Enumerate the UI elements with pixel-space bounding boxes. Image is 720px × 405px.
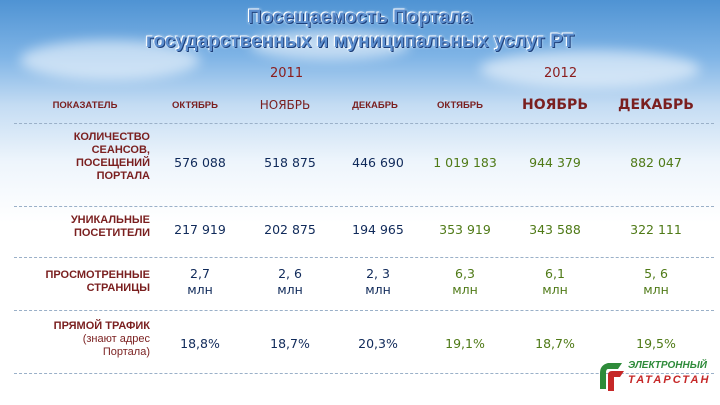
table-cell: 1 019 183 <box>433 155 497 170</box>
table-cell: 446 690 <box>352 155 404 170</box>
row-label-line: СЕАНСОВ, <box>91 144 150 156</box>
header-month-nov-2012: НОЯБРЬ <box>521 97 588 113</box>
row-separator <box>14 123 714 124</box>
row-label-unique-visitors: УНИКАЛЬНЫЕ ПОСЕТИТЕЛИ <box>30 214 150 240</box>
table-cell: 19,5% <box>636 336 676 351</box>
year-2012: 2012 <box>544 66 578 81</box>
table-cell: 5, 6 млн <box>616 266 696 298</box>
row-label-sessions: КОЛИЧЕСТВО СЕАНСОВ, ПОСЕЩЕНИЙ ПОРТАЛА <box>30 131 150 183</box>
table-cell: 19,1% <box>445 336 485 351</box>
header-month-dec-2012: ДЕКАБРЬ <box>618 97 694 113</box>
row-label-line: ПОСЕЩЕНИЙ <box>75 157 150 169</box>
header-month-oct-2011: ОКТЯБРЬ <box>172 99 218 111</box>
table-cell: 6,3 млн <box>420 266 510 298</box>
cell-unit: млн <box>542 282 568 297</box>
title-line-2: государственных и муниципальных услуг РТ <box>145 31 575 52</box>
header-month-dec-2011: ДЕКАБРЬ <box>352 99 398 111</box>
cloud-decoration <box>20 40 200 80</box>
cell-value: 2,7 <box>190 266 210 281</box>
table-cell: 2, 6 млн <box>250 266 330 298</box>
table-cell: 18,8% <box>180 336 220 351</box>
table-cell: 6,1 млн <box>515 266 595 298</box>
row-label-line: СТРАНИЦЫ <box>86 282 150 294</box>
row-label-line: УНИКАЛЬНЫЕ <box>70 214 150 226</box>
row-label-line: ПОРТАЛА <box>96 170 150 182</box>
row-label-line: ПОСЕТИТЕЛИ <box>73 227 150 239</box>
table-cell: 322 111 <box>630 222 682 237</box>
electronic-tatarstan-logo: ЭЛЕКТРОННЫЙ ТАТАРСТАН <box>596 357 716 397</box>
row-separator <box>14 373 714 374</box>
row-label-line: ПРЯМОЙ ТРАФИК <box>53 320 150 332</box>
row-label-line: (знают адрес <box>82 333 150 345</box>
table-cell: 18,7% <box>270 336 310 351</box>
cell-value: 2, 3 <box>366 266 390 281</box>
table-cell: 343 588 <box>529 222 581 237</box>
logo-text-line2: ТАТАРСТАН <box>628 374 711 386</box>
header-month-oct-2012: ОКТЯБРЬ <box>437 99 483 111</box>
cell-value: 5, 6 <box>644 266 668 281</box>
cell-value: 6,1 <box>545 266 565 281</box>
table-cell: 2, 3 млн <box>338 266 418 298</box>
table-cell: 217 919 <box>174 222 226 237</box>
cell-unit: млн <box>365 282 391 297</box>
year-2011: 2011 <box>270 66 304 81</box>
row-label-line: Портала) <box>102 346 150 358</box>
table-cell: 576 088 <box>174 155 226 170</box>
row-separator <box>14 310 714 311</box>
cell-unit: млн <box>277 282 303 297</box>
table-cell: 18,7% <box>535 336 575 351</box>
title-line-1: Посещаемость Портала <box>247 7 473 28</box>
row-label-page-views: ПРОСМОТРЕННЫЕ СТРАНИЦЫ <box>30 269 150 295</box>
table-cell: 353 919 <box>439 222 491 237</box>
cloud-decoration <box>250 30 410 60</box>
cloud-decoration <box>480 50 700 88</box>
cell-value: 6,3 <box>455 266 475 281</box>
cell-unit: млн <box>452 282 478 297</box>
row-label-direct-traffic: ПРЯМОЙ ТРАФИК (знают адрес Портала) <box>30 320 150 359</box>
row-separator <box>14 257 714 258</box>
cell-unit: млн <box>187 282 213 297</box>
table-cell: 202 875 <box>264 222 316 237</box>
table-cell: 944 379 <box>529 155 581 170</box>
row-label-line: КОЛИЧЕСТВО <box>73 131 150 143</box>
logo-text-line1: ЭЛЕКТРОННЫЙ <box>628 360 707 371</box>
logo-emblem-icon <box>600 363 624 391</box>
header-indicator: ПОКАЗАТЕЛЬ <box>52 99 118 111</box>
table-cell: 2,7 млн <box>160 266 240 298</box>
row-separator <box>14 206 714 207</box>
cell-value: 2, 6 <box>278 266 302 281</box>
cell-unit: млн <box>643 282 669 297</box>
page-title: Посещаемость Портала государственных и м… <box>0 6 720 54</box>
table-cell: 518 875 <box>264 155 316 170</box>
table-cell: 882 047 <box>630 155 682 170</box>
table-cell: 20,3% <box>358 336 398 351</box>
table-cell: 194 965 <box>352 222 404 237</box>
header-month-nov-2011: НОЯБРЬ <box>259 98 311 112</box>
row-label-line: ПРОСМОТРЕННЫЕ <box>45 269 150 281</box>
